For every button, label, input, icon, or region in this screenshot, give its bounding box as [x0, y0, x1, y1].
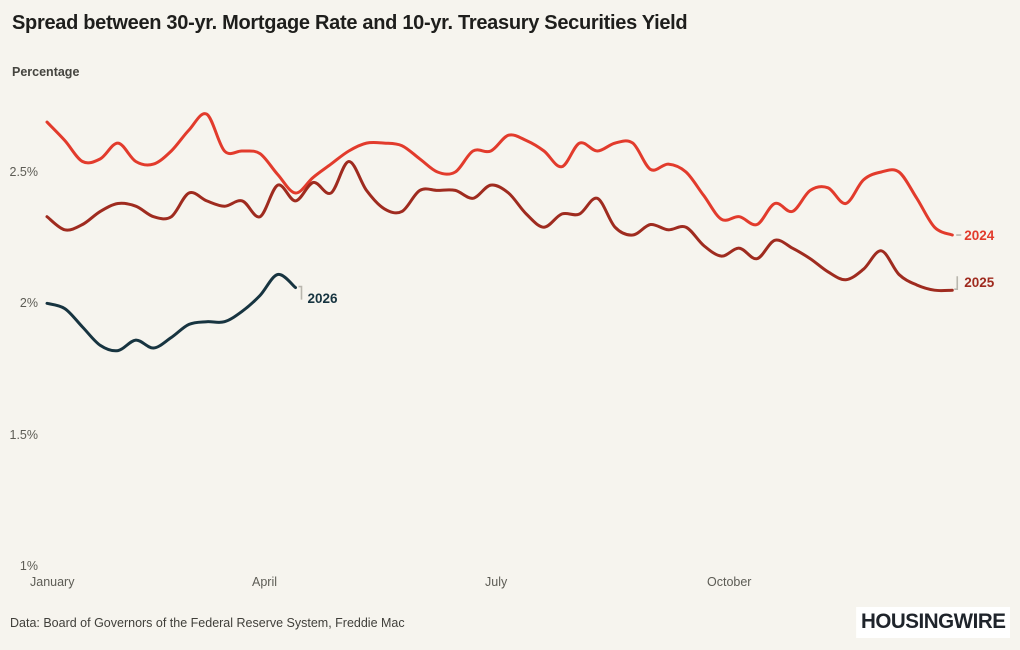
line-series-2025 [45, 160, 954, 293]
y-axis-tick-2: 2% [19, 296, 38, 311]
x-axis-tick-april: April [252, 575, 278, 589]
series-label-2026: 2026 [307, 291, 338, 307]
line-series-2026 [45, 272, 297, 353]
line-series-2024 [45, 112, 954, 237]
series-end-tick-2026 [298, 285, 303, 300]
x-axis-tick-october: October [707, 575, 752, 589]
series-label-2025: 2025 [964, 274, 995, 290]
data-source-note: Data: Board of Governors of the Federal … [10, 616, 405, 630]
y-axis-tick-1: 1% [19, 559, 38, 574]
chart-title: Spread between 30-yr. Mortgage Rate and … [12, 12, 688, 34]
y-axis-unit-label: Percentage [12, 65, 80, 79]
x-axis-tick-january: January [30, 575, 75, 589]
series-end-tick-2025 [954, 276, 959, 291]
y-axis-tick-1.5: 1.5% [9, 427, 39, 442]
housingwire-logo: HOUSINGWIRE [855, 607, 1010, 638]
x-axis-tick-july: July [485, 575, 508, 589]
series-label-2024: 2024 [964, 227, 995, 243]
y-axis-tick-2.5: 2.5% [9, 165, 39, 179]
